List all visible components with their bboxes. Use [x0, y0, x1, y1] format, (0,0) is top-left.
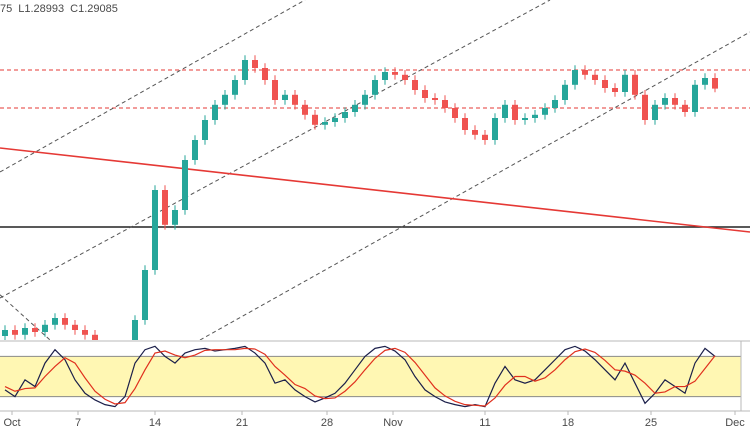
ohlc-value: L1.28993 [18, 3, 64, 15]
candle-body [142, 270, 148, 320]
candle-body [552, 100, 558, 108]
candle-body [442, 100, 448, 108]
candle-body [632, 74, 638, 95]
candle-body [432, 98, 438, 100]
candle-body [712, 78, 718, 89]
candle-body [422, 90, 428, 98]
candle-body [682, 104, 688, 112]
candle-body [202, 120, 208, 140]
candle-body [592, 74, 598, 80]
candle-body [692, 84, 698, 112]
candle-body [22, 328, 28, 335]
candle-body [572, 70, 578, 85]
x-tick-label: 14 [149, 417, 161, 429]
candle-body [602, 80, 608, 88]
ohlc-value: 75 [0, 3, 12, 15]
candle-body [2, 330, 8, 336]
candle-body [412, 80, 418, 90]
candle-body [522, 118, 528, 120]
candle-body [182, 160, 188, 210]
candle-body [242, 60, 248, 80]
candle-body [172, 210, 178, 225]
candle-body [582, 70, 588, 75]
oscillator-line [4, 347, 716, 407]
candle-body [302, 104, 308, 115]
candle-body [492, 118, 498, 140]
candle-body [352, 104, 358, 112]
candle-body [92, 334, 98, 340]
candle-body [42, 324, 48, 332]
x-tick-label: 25 [645, 417, 657, 429]
candle-body [332, 118, 338, 122]
candle-body [502, 104, 508, 118]
candle-body [12, 330, 18, 335]
x-tick-label: Nov [383, 417, 403, 429]
level-band [0, 356, 741, 397]
candle-body [52, 318, 58, 325]
candle-body [642, 94, 648, 120]
candle-body [472, 130, 478, 135]
x-tick-label: Oct [3, 417, 20, 429]
candle-body [612, 88, 618, 92]
candle-body [72, 324, 78, 330]
candle-body [562, 84, 568, 100]
candle-body [382, 72, 388, 80]
candle-body [252, 60, 258, 68]
x-tick-label: 7 [75, 417, 81, 429]
x-tick-label: 21 [236, 417, 248, 429]
candle-body [702, 78, 708, 85]
oscillator-line [4, 345, 716, 408]
candle-body [162, 190, 168, 225]
candle-body [532, 114, 538, 118]
candle-body [622, 74, 628, 92]
x-tick-label: Dec [725, 417, 745, 429]
candle-body [232, 80, 238, 95]
candle-body [542, 108, 548, 115]
trend-line [199, 31, 750, 340]
time-axis: Oct 7 14 21 28 Nov 11 18 25 Dec [3, 411, 745, 429]
x-tick-label: 11 [479, 417, 490, 429]
candle-body [652, 104, 658, 120]
candle-body [372, 80, 378, 95]
candle-body [262, 68, 268, 80]
candle-body [452, 108, 458, 118]
candle-body [672, 98, 678, 105]
candle-body [402, 74, 408, 80]
candle-body [132, 320, 138, 340]
candle-body [362, 94, 368, 105]
candle-body [462, 118, 468, 130]
candle-body [322, 122, 328, 125]
candle-body [272, 80, 278, 100]
trend-line [0, 0, 551, 299]
candle-body [392, 72, 398, 75]
candle-body [512, 104, 518, 120]
candle-body [152, 190, 158, 270]
ohlc-value: C1.29085 [70, 3, 118, 15]
candle-body [192, 140, 198, 160]
candle-body [482, 134, 488, 140]
trend-line [0, 0, 306, 173]
trend-line [0, 294, 51, 340]
candle-body [62, 318, 68, 325]
candle-body [82, 330, 88, 335]
header: 75 L1.28993 C1.29085 [0, 3, 118, 15]
x-tick-label: 28 [321, 417, 333, 429]
candle-body [662, 98, 668, 105]
candle-body [282, 94, 288, 100]
trend-line [0, 147, 750, 233]
candle-body [292, 94, 298, 105]
price-pane [0, 0, 750, 340]
candle-body [342, 112, 348, 118]
candle-body [312, 114, 318, 125]
candle-body [222, 94, 228, 105]
oscillator-pane [0, 345, 741, 408]
candle-body [32, 328, 38, 332]
candle-body [212, 104, 218, 120]
x-tick-label: 18 [562, 417, 574, 429]
